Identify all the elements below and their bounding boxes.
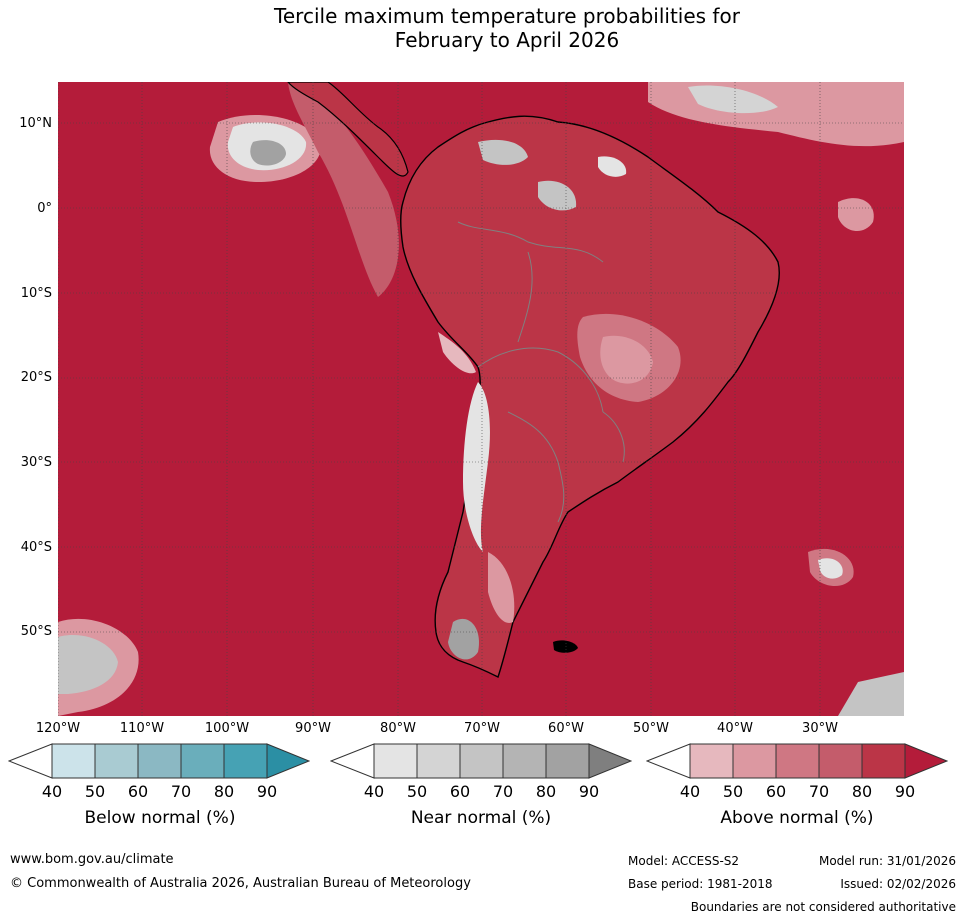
map-canvas (58, 82, 904, 716)
colorbar-near-swatch-3 (459, 743, 504, 779)
issued-text: Issued: 02/02/2026 (840, 877, 956, 891)
colorbar-below-swatch-4 (180, 743, 225, 779)
lon-label-120w: 120°W (35, 721, 81, 736)
above-normal-title: Above normal (%) (720, 808, 874, 828)
below-tick-70: 70 (170, 782, 192, 801)
near-tick-80: 80 (535, 782, 557, 801)
ocean-near-normal-patch-3 (688, 85, 778, 114)
ocean-near-normal-patch-2 (250, 140, 286, 166)
lon-label-60w: 60°W (548, 721, 584, 736)
colorbar-near-swatch-5 (545, 743, 590, 779)
above-tick-60: 60 (765, 782, 787, 801)
below-tick-40: 40 (41, 782, 63, 801)
above-tick-70: 70 (808, 782, 830, 801)
below-normal-title: Below normal (%) (84, 808, 236, 828)
model-text: Model: ACCESS-S2 (628, 854, 740, 868)
ocean-near-normal-patch-5 (818, 558, 843, 579)
lat-label-0: 0° (37, 201, 52, 216)
title-line-1: Tercile maximum temperature probabilitie… (274, 4, 740, 28)
falkland-islands (553, 640, 578, 653)
land-near-normal-andes (463, 382, 490, 552)
above-tick-40: 40 (679, 782, 701, 801)
colorbar-above-swatch-4 (818, 743, 863, 779)
colorbar-above-swatch-2 (732, 743, 777, 779)
lat-label-20s: 20°S (20, 370, 52, 385)
near-tick-90: 90 (578, 782, 600, 801)
lat-label-40s: 40°S (20, 540, 52, 555)
above-tick-80: 80 (851, 782, 873, 801)
base-period-text: Base period: 1981-2018 (628, 877, 773, 891)
land-patch-peru-coast (438, 332, 476, 374)
colorbar-near-arrow-high (588, 743, 632, 779)
model-run-text: Model run: 31/01/2026 (818, 854, 956, 868)
colorbar-above-arrow-high (904, 743, 948, 779)
country-borders (457, 221, 625, 523)
lon-label-110w: 110°W (119, 721, 165, 736)
colorbar-near-normal (330, 743, 632, 779)
colorbar-near-swatch-4 (502, 743, 547, 779)
ocean-near-normal-patch-4 (58, 634, 118, 694)
ocean-patch-pacific-coastal (288, 82, 399, 297)
colorbar-above-swatch-1 (689, 743, 734, 779)
below-tick-50: 50 (84, 782, 106, 801)
caribbean-island-patch (598, 156, 627, 177)
near-tick-70: 70 (492, 782, 514, 801)
lon-label-100w: 100°W (204, 721, 250, 736)
central-america-landmass (287, 82, 409, 177)
colorbar-below-swatch-5 (223, 743, 268, 779)
colorbar-near-swatch-1 (373, 743, 418, 779)
colorbar-above-swatch-3 (775, 743, 820, 779)
lat-label-10n: 10°N (19, 116, 52, 131)
colorbar-below-normal (8, 743, 310, 779)
land-near-normal-venezuela (478, 139, 528, 165)
land-patch-brazil-inner (600, 335, 653, 384)
lat-label-30s: 30°S (20, 455, 52, 470)
ocean-near-normal-patch-6 (838, 672, 904, 716)
below-tick-60: 60 (127, 782, 149, 801)
map-title: Tercile maximum temperature probabilitie… (0, 4, 965, 52)
colorbar-above-normal (646, 743, 948, 779)
colorbar-below-swatch-3 (137, 743, 182, 779)
near-tick-40: 40 (363, 782, 385, 801)
colorbar-above-arrow-low (646, 743, 691, 779)
colorbar-below-arrow-low (8, 743, 53, 779)
above-tick-90: 90 (894, 782, 916, 801)
land-patch-argentina (488, 552, 515, 623)
lon-label-70w: 70°W (464, 721, 500, 736)
land-near-normal-patagonia (448, 618, 479, 660)
lon-label-40w: 40°W (717, 721, 753, 736)
colorbar-above-swatch-5 (861, 743, 906, 779)
disclaimer-text: Boundaries are not considered authoritat… (690, 900, 956, 914)
colorbar-near-arrow-low (330, 743, 375, 779)
probability-map (58, 82, 904, 716)
lon-label-80w: 80°W (380, 721, 416, 736)
colorbar-below-swatch-2 (94, 743, 139, 779)
land-near-normal-guianas (538, 180, 577, 211)
copyright-text: © Commonwealth of Australia 2026, Austra… (10, 876, 471, 891)
graticule (58, 82, 904, 716)
above-tick-50: 50 (722, 782, 744, 801)
ocean-patch-atlantic-east (838, 198, 874, 232)
lat-label-10s: 10°S (20, 286, 52, 301)
lon-label-30w: 30°W (802, 721, 838, 736)
lon-label-90w: 90°W (295, 721, 331, 736)
colorbar-below-swatch-1 (51, 743, 96, 779)
website-link[interactable]: www.bom.gov.au/climate (10, 852, 174, 867)
near-tick-60: 60 (449, 782, 471, 801)
near-tick-50: 50 (406, 782, 428, 801)
near-normal-title: Near normal (%) (410, 808, 552, 828)
lat-label-50s: 50°S (20, 624, 52, 639)
lon-label-50w: 50°W (633, 721, 669, 736)
colorbar-below-arrow-high (266, 743, 310, 779)
below-tick-90: 90 (256, 782, 278, 801)
title-line-2: February to April 2026 (394, 28, 620, 52)
below-tick-80: 80 (213, 782, 235, 801)
colorbar-near-swatch-2 (416, 743, 461, 779)
